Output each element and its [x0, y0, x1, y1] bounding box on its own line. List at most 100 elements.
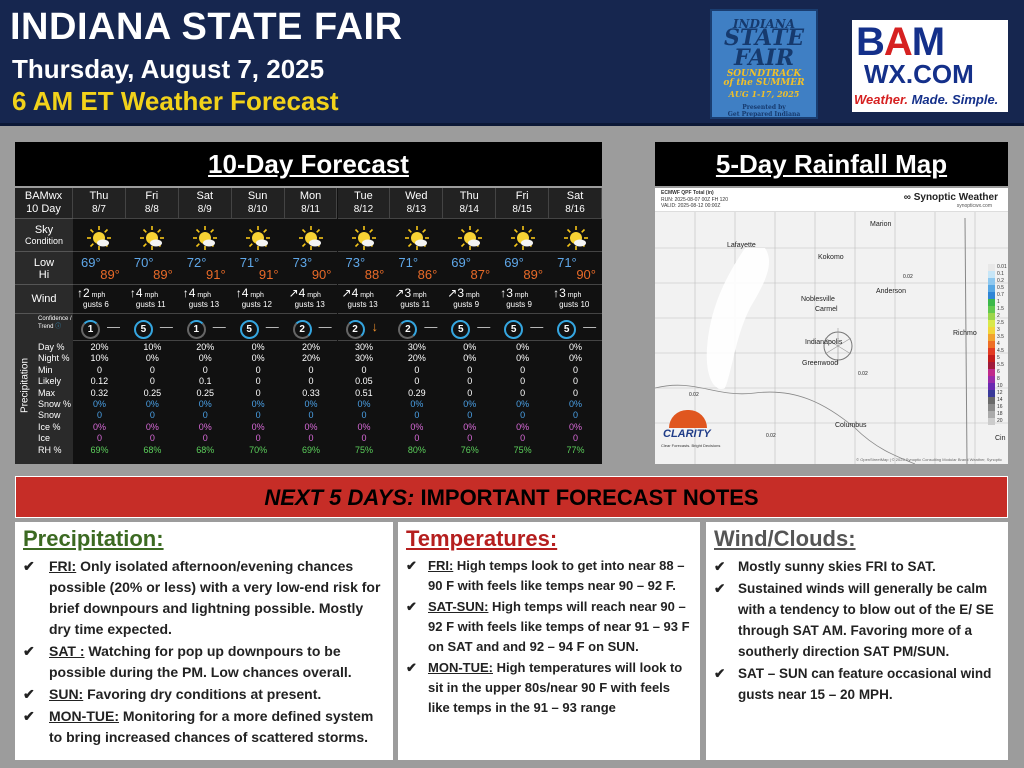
precip-min: 0: [573, 364, 579, 375]
temp-cell-2: 72° 91°: [178, 251, 232, 284]
rainfall-value: 0.02: [766, 433, 776, 439]
wind-speed: ↑4 mph: [183, 286, 211, 300]
precip-snow-pct: 0%: [516, 399, 530, 409]
city-label: Anderson: [876, 288, 906, 295]
low-temp: 71°: [239, 255, 260, 270]
temp-cell-7: 69° 87°: [443, 251, 497, 284]
wind-value: 4: [351, 286, 359, 300]
info-icon[interactable]: ⓘ: [55, 324, 62, 330]
bam-tag1: Weather.: [854, 92, 908, 107]
note-text: Favoring dry conditions at present.: [83, 686, 322, 702]
high-temp: 88°: [364, 267, 385, 282]
fair-logo-line1: INDIANA: [732, 17, 796, 31]
wind-value: 3: [404, 286, 412, 300]
legend-swatch: 8: [988, 376, 1000, 383]
legend-swatch: 0.7: [988, 292, 1004, 299]
day-header-2: Sat 8/9: [178, 188, 232, 218]
label-confidence: Confidence / Trend ⓘ: [38, 315, 72, 331]
wind-gusts: gusts 11: [135, 300, 166, 309]
precip-night-pct: 20%: [302, 353, 321, 364]
day-header-1: Fri 8/8: [125, 188, 179, 218]
sky-cell-2: [178, 218, 232, 251]
clarity-tagline: Clear Forecasts. Bright Decisions: [661, 443, 721, 448]
precip-snow-pct: 0%: [410, 399, 424, 409]
wind-value: 3: [457, 286, 465, 300]
precip-snow: 0: [308, 410, 314, 421]
confidence-badge: 2: [345, 320, 365, 339]
precip-rh: 75%: [513, 444, 532, 455]
precip-cell-6: 30% 20% 0 0 0.29 0% 0 0% 0 80%: [390, 340, 444, 464]
map-graphic: [655, 212, 1008, 464]
temperature-list: ✔ FRI: High temps look to get into near 8…: [406, 556, 694, 719]
confidence-badge: 5: [133, 320, 153, 339]
precip-ice: 0: [467, 433, 473, 444]
precip-day-pct: 0%: [251, 342, 265, 352]
day-header-5: Tue 8/12: [337, 188, 391, 218]
wind-unit: mph: [89, 292, 106, 299]
confidence-cell-7: 5—: [443, 313, 497, 340]
note-item: ✔ Sustained winds will generally be calm …: [714, 578, 1002, 662]
confidence-cell-1: 5—: [125, 313, 179, 340]
precipitation-heading: Precipitation:: [23, 526, 164, 551]
partly-sunny-icon: [351, 225, 377, 251]
label-trend: Trend: [38, 324, 54, 330]
rainfall-value: 0.02: [903, 274, 913, 280]
precip-night-pct: 0%: [463, 353, 477, 364]
wind-cell-1: ↑4 mph gusts 11: [125, 284, 179, 313]
legend-label: 2.5: [997, 320, 1004, 326]
day-header-7: Thu 8/14: [443, 188, 497, 218]
precip-rh: 69%: [302, 444, 321, 455]
legend-swatch: 2: [988, 313, 1000, 320]
bamwx-logo: BAM WX.COM Weather. Made. Simple.: [852, 20, 1008, 112]
precip-max: 0: [255, 387, 261, 398]
wind-cell-9: ↑3 mph gusts 10: [549, 284, 602, 313]
date-subtitle: Thursday, August 7, 2025: [12, 54, 325, 84]
wind-speed: ↗3 mph: [447, 286, 479, 300]
bam-m: M: [911, 20, 945, 64]
temp-cell-0: 69° 89°: [73, 251, 126, 284]
city-label: Kokomo: [818, 254, 844, 261]
low-temp: 69°: [504, 255, 524, 270]
partly-sunny-icon: [404, 225, 430, 251]
confidence-badge: 5: [451, 320, 471, 339]
day-header-8: Fri 8/15: [496, 188, 550, 218]
precip-max: 0: [573, 387, 579, 398]
legend-swatch: 6: [988, 369, 1000, 376]
fair-logo-tag2: of the SUMMER: [723, 78, 805, 88]
precip-ice-pct: 0%: [304, 421, 318, 432]
sky-cell-4: [284, 218, 338, 251]
wind-value: 3: [506, 286, 513, 300]
low-temp: 73°: [292, 255, 313, 270]
precip-ice-pct: 0%: [251, 421, 265, 432]
city-label: Noblesville: [801, 296, 835, 303]
banner-rest: IMPORTANT FORECAST NOTES: [414, 485, 759, 510]
precip-ice-pct: 0%: [516, 421, 530, 432]
legend-label: 0.7: [997, 292, 1004, 298]
fair-logo-sponsor: Presented by Get Prepared Indiana: [712, 104, 816, 118]
precip-snow: 0: [414, 410, 420, 421]
label-snow: Snow: [38, 410, 61, 421]
wind-speed: ↗3 mph: [394, 286, 426, 300]
note-text: Only isolated afternoon/evening chances …: [49, 558, 381, 637]
low-temp: 73°: [345, 255, 366, 270]
low-temp: 69°: [451, 255, 471, 270]
temp-cell-8: 69° 89°: [496, 251, 550, 284]
bam-tagline: Weather. Made. Simple.: [854, 92, 998, 107]
note-day: MON-TUE:: [49, 708, 119, 724]
legend-label: 4.5: [997, 348, 1004, 354]
note-text: High temps look to get into near 88 – 90…: [428, 558, 685, 593]
legend-swatch: 4: [988, 341, 1000, 348]
legend-label: 4: [997, 341, 1000, 347]
low-temp: 71°: [557, 255, 577, 270]
forecast-title: 10-Day Forecast: [15, 142, 602, 186]
wind-unit: mph: [512, 292, 529, 299]
day-header-9: Sat 8/16: [549, 188, 602, 218]
precip-max: 0.51: [355, 387, 373, 398]
day-date: 8/10: [247, 204, 268, 215]
precip-cell-2: 20% 0% 0 0.1 0.25 0% 0 0% 0 68%: [178, 340, 232, 464]
precip-rh: 68%: [143, 444, 162, 455]
partly-sunny-icon: [245, 225, 271, 251]
precip-max: 0.32: [90, 387, 109, 398]
table-corner: BAMwx 10 Day: [15, 188, 73, 218]
high-temp: 91°: [258, 267, 279, 282]
